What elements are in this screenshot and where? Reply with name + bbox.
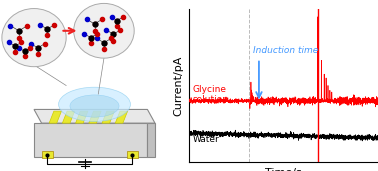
- Polygon shape: [147, 123, 155, 157]
- Bar: [42, 151, 53, 158]
- Circle shape: [2, 9, 66, 67]
- Bar: [127, 151, 138, 158]
- Polygon shape: [115, 111, 128, 123]
- X-axis label: Time/s: Time/s: [265, 168, 302, 171]
- Polygon shape: [34, 109, 155, 123]
- Y-axis label: Current/pA: Current/pA: [174, 55, 183, 116]
- FancyBboxPatch shape: [34, 123, 147, 157]
- Text: Induction time: Induction time: [253, 46, 319, 55]
- Circle shape: [74, 3, 134, 58]
- Ellipse shape: [70, 95, 119, 117]
- Polygon shape: [102, 111, 114, 123]
- Text: Glycine
solution: Glycine solution: [193, 85, 229, 104]
- Polygon shape: [76, 111, 88, 123]
- Ellipse shape: [59, 87, 130, 121]
- Text: Water: Water: [193, 135, 220, 144]
- Polygon shape: [62, 111, 74, 123]
- Polygon shape: [89, 111, 101, 123]
- Polygon shape: [49, 111, 61, 123]
